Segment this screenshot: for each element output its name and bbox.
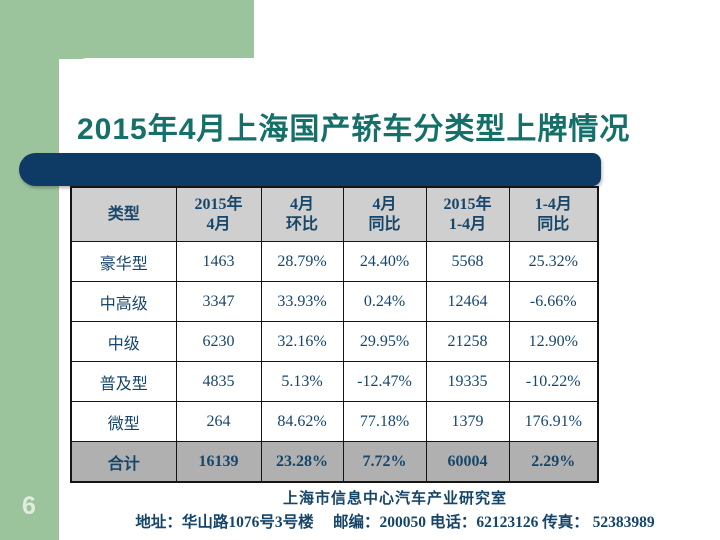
- table-cell: 60004: [425, 441, 510, 483]
- slide-footer: 上海市信息中心汽车产业研究室 地址：华山路1076号3号楼 邮编：200050 …: [70, 487, 720, 532]
- table-cell: 28.79%: [260, 241, 344, 282]
- row-label: 微型: [70, 401, 177, 442]
- table-cell: 176.91%: [508, 401, 599, 442]
- column-header-apr-yoy: 4月 同比: [342, 186, 427, 242]
- table-cell: 5.13%: [260, 361, 344, 402]
- column-header-2015-apr: 2015年 4月: [175, 186, 262, 242]
- table-cell: 12464: [425, 281, 510, 322]
- table-row: 中高级 3347 33.93% 0.24% 12464 -6.66%: [70, 281, 599, 322]
- table-cell: 1379: [425, 401, 510, 442]
- footer-organization: 上海市信息中心汽车产业研究室: [282, 491, 507, 507]
- table-row: 微型 264 84.62% 77.18% 1379 176.91%: [70, 401, 599, 442]
- table-cell: -10.22%: [508, 361, 599, 402]
- column-header-apr-mom: 4月 环比: [260, 186, 344, 242]
- table-cell: 19335: [425, 361, 510, 402]
- table-cell: 21258: [425, 321, 510, 362]
- row-label: 中高级: [70, 281, 177, 322]
- table-cell: 84.62%: [260, 401, 344, 442]
- table-cell: 5568: [425, 241, 510, 282]
- table-cell: 16139: [175, 441, 262, 483]
- table-cell: 32.16%: [260, 321, 344, 362]
- column-header-jan-apr-yoy: 1-4月 同比: [508, 186, 599, 242]
- table-cell: -12.47%: [342, 361, 427, 402]
- table-header-row: 类型 2015年 4月 4月 环比 4月 同比 2015年 1-4月 1-4月 …: [70, 186, 599, 242]
- table-row: 豪华型 1463 28.79% 24.40% 5568 25.32%: [70, 241, 599, 282]
- table-cell: 33.93%: [260, 281, 344, 322]
- table-cell: 2.29%: [508, 441, 599, 483]
- table-cell: 23.28%: [260, 441, 344, 483]
- table-cell: 6230: [175, 321, 262, 362]
- table-cell: 7.72%: [342, 441, 427, 483]
- table-cell: 24.40%: [342, 241, 427, 282]
- column-header-type: 类型: [70, 186, 177, 242]
- column-header-2015-jan-apr: 2015年 1-4月: [425, 186, 510, 242]
- table-cell: 12.90%: [508, 321, 599, 362]
- title-divider-bar: [19, 153, 601, 186]
- table-cell: 3347: [175, 281, 262, 322]
- row-label: 合计: [70, 441, 177, 483]
- table-cell: 1463: [175, 241, 262, 282]
- table-cell: 25.32%: [508, 241, 599, 282]
- green-top-band: [0, 0, 254, 59]
- footer-contact-info: 地址：华山路1076号3号楼 邮编：200050 电话：62123126 传真：…: [135, 514, 655, 531]
- green-sidebar: [0, 0, 59, 540]
- table-row: 中级 6230 32.16% 29.95% 21258 12.90%: [70, 321, 599, 362]
- registration-data-table: 类型 2015年 4月 4月 环比 4月 同比 2015年 1-4月 1-4月 …: [70, 186, 599, 483]
- row-label: 中级: [70, 321, 177, 362]
- table-total-row: 合计 16139 23.28% 7.72% 60004 2.29%: [70, 441, 599, 483]
- table-cell: -6.66%: [508, 281, 599, 322]
- table-cell: 4835: [175, 361, 262, 402]
- table-cell: 0.24%: [342, 281, 427, 322]
- table-row: 普及型 4835 5.13% -12.47% 19335 -10.22%: [70, 361, 599, 402]
- table-cell: 77.18%: [342, 401, 427, 442]
- slide-title: 2015年4月上海国产轿车分类型上牌情况: [77, 113, 631, 146]
- row-label: 豪华型: [70, 241, 177, 282]
- table-cell: 29.95%: [342, 321, 427, 362]
- page-number: 6: [22, 492, 36, 520]
- table-cell: 264: [175, 401, 262, 442]
- row-label: 普及型: [70, 361, 177, 402]
